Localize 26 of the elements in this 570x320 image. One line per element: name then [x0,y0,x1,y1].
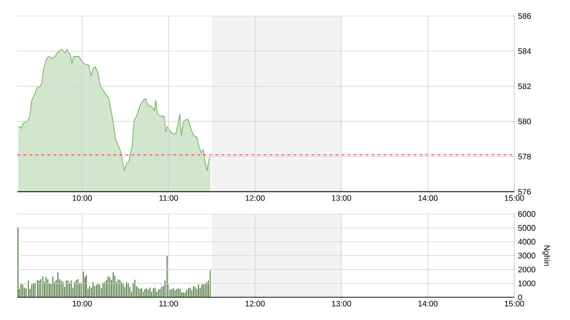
y-tick-label: 2000 [518,266,536,272]
x-tick-label: 15:00 [504,195,524,201]
y-tick-label: 586 [518,13,531,19]
x-tick-label: 11:00 [159,300,178,306]
x-tick-label: 11:00 [159,195,178,201]
y-tick-label: 3000 [518,252,536,258]
x-tick-label: 14:00 [418,300,438,306]
y-tick-label: 578 [518,154,531,160]
x-tick-label: 15:00 [504,300,524,306]
x-tick-label: 14:00 [418,195,438,201]
y-tick-label: 5000 [518,225,536,231]
y-tick-label: 4000 [518,238,536,245]
y-tick-label: 582 [518,83,531,90]
x-tick-label: 12:00 [246,195,265,201]
y-tick-label: 6000 [518,211,536,217]
x-tick-label: 12:00 [246,300,265,306]
y-tick-label: 576 [518,188,531,195]
y-tick-label: 1000 [518,280,536,286]
x-tick-label: 13:00 [332,195,352,201]
x-tick-label: 13:00 [332,300,352,306]
y-tick-label: 584 [518,48,531,54]
x-tick-label: 10:00 [72,300,92,306]
y-tick-label: 0 [518,294,522,300]
x-tick-label: 10:00 [72,195,92,201]
y-axis-title: Nghìn [542,246,550,266]
y-tick-label: 580 [518,118,531,124]
